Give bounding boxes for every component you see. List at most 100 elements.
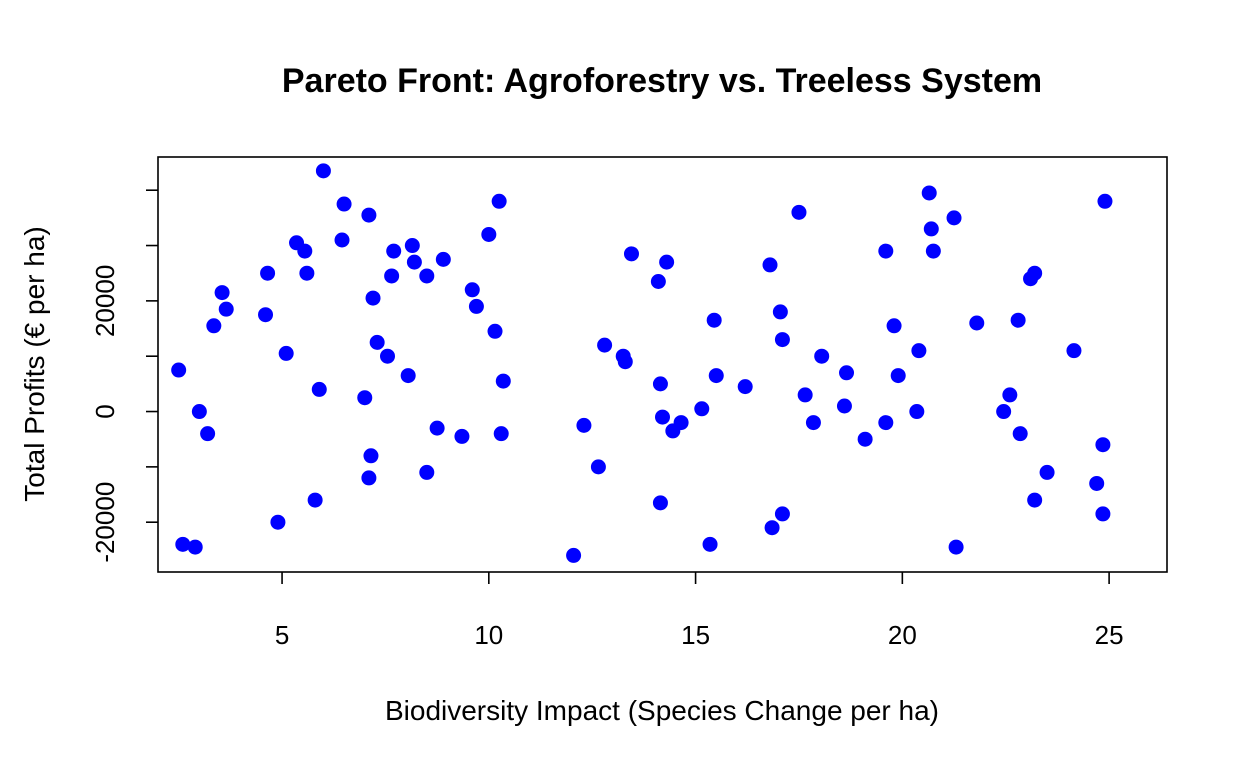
data-point (1097, 193, 1113, 209)
data-point (737, 379, 753, 395)
data-point (468, 298, 484, 314)
data-point (805, 415, 821, 431)
data-point (315, 163, 331, 179)
x-tick-label: 15 (681, 620, 710, 650)
data-point (363, 448, 379, 464)
data-point (495, 373, 511, 389)
data-point (464, 282, 480, 298)
data-point (946, 210, 962, 226)
data-point (911, 343, 927, 359)
data-point (406, 254, 422, 270)
data-point (361, 470, 377, 486)
data-point (1095, 437, 1111, 453)
data-point (404, 238, 420, 254)
data-point (260, 265, 276, 281)
data-point (214, 285, 230, 301)
data-point (1089, 475, 1105, 491)
data-point (435, 251, 451, 267)
data-point (297, 243, 313, 259)
x-tick-label: 25 (1095, 620, 1124, 650)
data-point (278, 345, 294, 361)
data-point (890, 368, 906, 384)
data-point (623, 246, 639, 262)
data-point (617, 354, 633, 370)
data-point (650, 274, 666, 289)
data-point (996, 404, 1012, 420)
data-point (493, 426, 509, 442)
data-point (652, 376, 668, 392)
data-point (334, 232, 350, 248)
data-point (762, 257, 778, 273)
data-point (925, 243, 941, 259)
data-point (481, 226, 497, 242)
data-point (365, 290, 381, 306)
data-point (839, 365, 855, 381)
data-point (878, 415, 894, 431)
data-point (1095, 506, 1111, 522)
data-point (708, 368, 724, 384)
data-point (797, 387, 813, 403)
y-tick-label: 0 (90, 404, 120, 418)
data-point (857, 431, 873, 447)
data-point (258, 307, 274, 323)
x-axis-label: Biodiversity Impact (Species Change per … (385, 695, 939, 726)
data-point (791, 204, 807, 220)
data-point (1039, 464, 1055, 480)
data-point (969, 315, 985, 331)
x-axis: 5 10 15 20 25 (275, 572, 1124, 650)
data-point (218, 301, 234, 317)
data-point (491, 193, 507, 209)
data-point (419, 268, 435, 284)
data-point (764, 520, 780, 536)
data-point (652, 495, 668, 511)
data-point (1002, 387, 1018, 403)
chart-title: Pareto Front: Agroforestry vs. Treeless … (282, 62, 1042, 100)
data-point (659, 254, 675, 270)
data-point (200, 426, 216, 442)
data-point (299, 265, 315, 281)
data-point (361, 207, 377, 223)
data-point (590, 459, 606, 475)
y-tick-label: 20000 (90, 265, 120, 337)
data-point (673, 415, 689, 431)
data-point (487, 323, 503, 339)
data-point (419, 464, 435, 480)
data-point (948, 539, 964, 555)
data-point (1010, 312, 1026, 328)
y-tick-label: -20000 (90, 482, 120, 563)
data-point (336, 196, 352, 212)
data-point (171, 362, 187, 378)
data-point (923, 221, 939, 237)
data-point (307, 492, 323, 508)
data-point (191, 404, 207, 420)
data-point (386, 243, 402, 259)
data-point (1012, 426, 1028, 442)
x-tick-label: 20 (888, 620, 917, 650)
data-point (369, 334, 385, 350)
data-point (429, 420, 445, 436)
data-point (1066, 343, 1082, 359)
data-point (886, 318, 902, 334)
data-point (400, 368, 416, 384)
data-point (380, 348, 396, 364)
y-axis: -20000 0 20000 (90, 189, 158, 563)
y-axis-label: Total Profits (€ per ha) (19, 226, 50, 501)
x-tick-label: 10 (474, 620, 503, 650)
data-point (206, 318, 222, 334)
data-point (1027, 492, 1043, 508)
data-point (814, 348, 830, 364)
data-point (694, 401, 710, 417)
data-point (566, 547, 582, 563)
data-point (187, 539, 203, 555)
data-point (921, 185, 937, 201)
data-point (774, 332, 790, 348)
plot-frame (157, 156, 1168, 573)
data-point (702, 536, 718, 552)
data-point (1027, 265, 1043, 281)
data-point (772, 304, 788, 320)
data-point (878, 243, 894, 259)
data-point (311, 381, 327, 397)
data-point (655, 409, 670, 425)
data-point (270, 514, 286, 530)
